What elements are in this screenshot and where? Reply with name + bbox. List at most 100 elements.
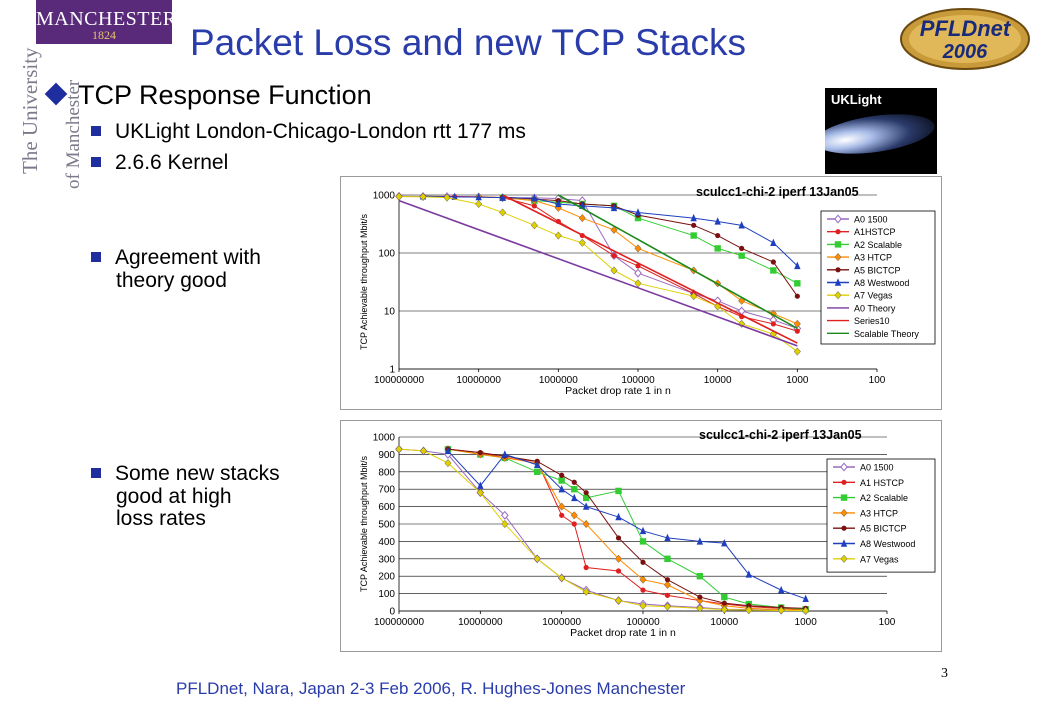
logo-year: 1824 (92, 28, 116, 42)
square-bullet-icon (91, 252, 101, 262)
data-point (745, 570, 753, 578)
data-point (720, 605, 728, 614)
series-line (398, 195, 798, 329)
y-tick-label: 400 (378, 537, 395, 548)
data-point (639, 526, 647, 535)
data-point (777, 585, 785, 594)
data-point (697, 594, 703, 600)
x-tick-label: 100 (869, 375, 886, 386)
square-bullet-icon (91, 157, 101, 167)
footer-text: PFLDnet, Nara, Japan 2-3 Feb 2006, R. Hu… (176, 679, 686, 698)
data-point (663, 580, 672, 589)
data-point (793, 347, 801, 356)
data-point (696, 604, 704, 613)
legend-label: A1HSTCP (854, 227, 896, 237)
y-tick-label: 600 (378, 502, 395, 513)
legend-label: A0 Theory (854, 303, 896, 313)
series-line (398, 448, 806, 611)
data-point (444, 459, 452, 468)
y-axis-label: TCP Achievable throughput Mbit/s (359, 456, 369, 592)
data-point (639, 538, 647, 545)
legend-marker (840, 494, 848, 501)
data-point (794, 280, 801, 287)
legend-marker (840, 554, 848, 563)
series-line (447, 450, 806, 600)
data-point (477, 481, 484, 489)
slide-title: Packet Loss and new TCP Stacks (190, 22, 746, 63)
data-point (634, 208, 642, 216)
x-tick-label: 1000000 (539, 375, 578, 386)
data-point (475, 199, 483, 209)
data-point (615, 512, 622, 521)
data-point (664, 555, 671, 562)
data-point (499, 208, 507, 217)
bullet-4-line1: Some new stacks (115, 462, 280, 485)
x-tick-label: 1000 (786, 375, 809, 386)
data-point (530, 221, 538, 230)
x-tick-label: 10000 (704, 375, 732, 386)
data-point (578, 213, 586, 223)
data-point (696, 537, 704, 545)
data-point (501, 519, 509, 529)
chart-title: sculcc1-chi-2 iperf 13Jan05 (699, 428, 862, 442)
legend-label: A7 Vegas (854, 291, 893, 301)
bullet-3: Agreement with theory good (91, 246, 261, 292)
data-point (794, 293, 800, 299)
x-tick-label: 100000 (621, 375, 655, 386)
data-point (451, 192, 458, 201)
data-point (639, 575, 647, 584)
bullet-3-line1: Agreement with (115, 246, 261, 269)
data-point (571, 486, 578, 493)
data-point (395, 445, 403, 454)
chart-bottom-svg: 1000900800700600500400300200100010000000… (359, 428, 936, 639)
data-point (582, 587, 590, 596)
legend-marker (841, 525, 847, 531)
square-bullet-icon (91, 468, 101, 478)
x-tick-label: 10000000 (458, 617, 503, 628)
y-tick-label: 900 (378, 450, 395, 461)
data-point (770, 238, 777, 246)
data-point (640, 559, 646, 565)
y-tick-label: 1000 (373, 433, 396, 444)
legend-label: A5 BICTCP (854, 265, 901, 275)
university-vertical-text-1: The University (18, 47, 42, 174)
data-point (663, 602, 672, 611)
data-point (615, 568, 622, 574)
legend-marker (835, 267, 841, 273)
y-tick-label: 200 (378, 572, 395, 583)
legend-marker (840, 539, 848, 547)
data-point (634, 279, 642, 288)
legend-marker (840, 462, 848, 472)
legend-label: A5 BICTCP (860, 524, 907, 534)
y-tick-label: 1000 (373, 191, 396, 202)
y-tick-label: 100 (378, 589, 395, 600)
data-point (634, 244, 642, 253)
bullet-4-line3: loss rates (116, 507, 206, 530)
data-point (533, 554, 541, 563)
data-point (745, 606, 753, 615)
bullet-2-text: 2.6.6 Kernel (115, 151, 229, 174)
y-tick-label: 500 (378, 520, 395, 531)
bullet-1-text: UKLight London-Chicago-London rtt 177 ms (115, 120, 526, 143)
data-point (715, 232, 721, 239)
data-point (533, 468, 541, 475)
data-point (614, 554, 623, 563)
bullet-2: 2.6.6 Kernel (91, 151, 228, 175)
data-point (610, 203, 618, 212)
data-point (690, 292, 698, 301)
x-tick-label: 100000 (626, 617, 660, 628)
data-point (571, 479, 577, 485)
data-point (664, 577, 671, 583)
data-point (615, 487, 622, 495)
data-point (639, 601, 647, 610)
bullet-1: UKLight London-Chicago-London rtt 177 ms (91, 120, 526, 144)
manchester-logo: MANCHESTER 1824 (36, 0, 176, 44)
legend-label: Series10 (854, 316, 890, 326)
data-point (559, 512, 565, 518)
data-point (696, 573, 704, 580)
x-tick-label: 100000000 (374, 375, 424, 386)
data-point (738, 252, 745, 259)
data-point (558, 477, 565, 484)
pfldnet-logo-line1: PFLDnet (920, 16, 1012, 41)
